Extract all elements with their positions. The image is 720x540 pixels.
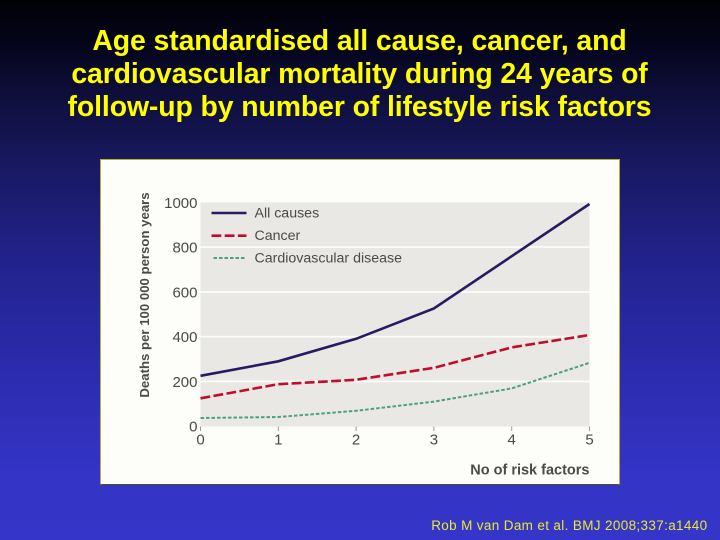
svg-text:200: 200 (172, 374, 197, 391)
svg-text:400: 400 (172, 329, 197, 346)
svg-text:1: 1 (274, 431, 282, 448)
svg-text:1000: 1000 (164, 195, 197, 212)
svg-text:0: 0 (196, 431, 204, 448)
svg-text:3: 3 (430, 431, 438, 448)
svg-text:Deaths per 100 000 person year: Deaths per 100 000 person years (137, 192, 152, 397)
svg-text:800: 800 (172, 240, 197, 257)
svg-text:No of risk factors: No of risk factors (470, 462, 589, 478)
svg-text:All causes: All causes (255, 206, 320, 222)
svg-text:Cancer: Cancer (255, 228, 301, 244)
svg-text:4: 4 (508, 431, 516, 448)
svg-text:5: 5 (585, 431, 593, 448)
svg-text:2: 2 (352, 431, 360, 448)
svg-text:600: 600 (172, 284, 197, 301)
svg-text:0: 0 (189, 419, 197, 436)
svg-text:Cardiovascular disease: Cardiovascular disease (255, 251, 403, 267)
